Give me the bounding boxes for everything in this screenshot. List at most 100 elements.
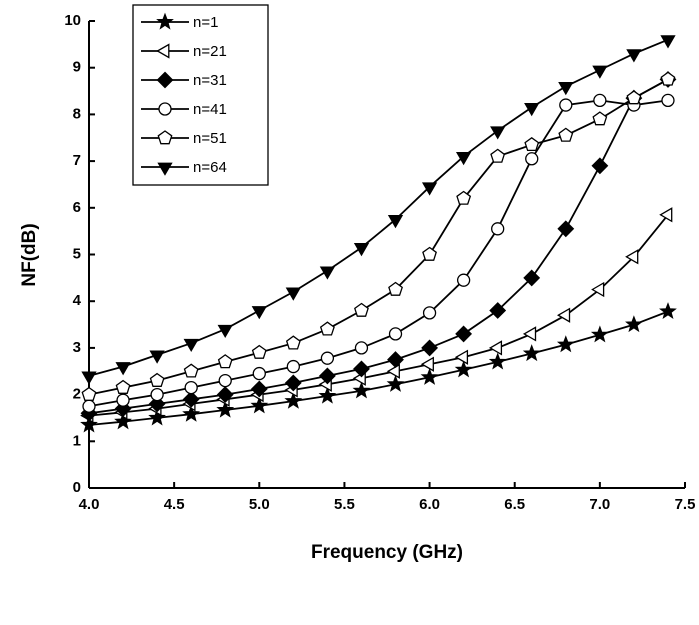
marker bbox=[488, 340, 503, 356]
y-axis-title: NF(dB) bbox=[19, 223, 40, 286]
marker bbox=[455, 152, 472, 166]
marker bbox=[387, 351, 404, 369]
marker bbox=[386, 374, 405, 392]
legend-label: n=31 bbox=[193, 72, 227, 89]
legend-marker bbox=[156, 12, 174, 30]
marker bbox=[115, 379, 131, 394]
marker bbox=[421, 339, 439, 357]
marker bbox=[456, 190, 472, 205]
marker bbox=[81, 386, 97, 401]
marker bbox=[250, 396, 269, 414]
marker bbox=[354, 302, 369, 317]
y-tick-label: 3 bbox=[73, 339, 81, 356]
marker bbox=[388, 327, 403, 341]
marker bbox=[284, 391, 303, 409]
marker bbox=[184, 380, 198, 395]
legend-label: n=51 bbox=[193, 130, 227, 147]
marker bbox=[523, 269, 541, 287]
x-tick-label: 6.0 bbox=[419, 496, 440, 513]
marker bbox=[320, 351, 335, 365]
marker bbox=[525, 152, 539, 166]
marker bbox=[386, 363, 400, 379]
marker bbox=[183, 363, 199, 378]
x-tick-label: 5.5 bbox=[334, 496, 355, 513]
marker bbox=[285, 287, 301, 301]
y-tick-label: 2 bbox=[73, 386, 81, 403]
marker bbox=[285, 335, 301, 350]
x-tick-label: 4.0 bbox=[79, 496, 100, 513]
marker bbox=[182, 404, 201, 422]
marker bbox=[422, 246, 437, 261]
marker bbox=[149, 372, 165, 387]
marker bbox=[591, 281, 605, 298]
marker bbox=[150, 387, 164, 402]
marker bbox=[319, 266, 336, 280]
y-tick-label: 0 bbox=[73, 479, 81, 496]
marker bbox=[217, 354, 233, 369]
legend-label: n=1 bbox=[193, 14, 218, 31]
marker bbox=[286, 359, 300, 374]
marker bbox=[490, 148, 506, 163]
marker bbox=[625, 249, 639, 265]
marker bbox=[387, 215, 404, 229]
legend-box bbox=[132, 4, 269, 186]
marker bbox=[250, 380, 268, 398]
x-tick-label: 6.5 bbox=[504, 496, 525, 513]
marker bbox=[353, 243, 370, 257]
x-tick-label: 5.0 bbox=[249, 496, 270, 513]
legend-marker bbox=[157, 162, 173, 176]
marker bbox=[80, 415, 98, 433]
x-tick-label: 7.5 bbox=[675, 496, 696, 513]
marker bbox=[216, 400, 235, 418]
marker bbox=[558, 127, 574, 142]
marker bbox=[592, 65, 608, 79]
marker bbox=[659, 302, 677, 319]
marker bbox=[660, 35, 676, 49]
legend-marker bbox=[156, 43, 170, 59]
marker bbox=[352, 381, 371, 399]
marker bbox=[421, 182, 438, 196]
y-tick-label: 1 bbox=[73, 432, 81, 449]
marker bbox=[319, 321, 335, 336]
marker bbox=[82, 399, 96, 413]
marker bbox=[454, 360, 473, 378]
marker bbox=[183, 338, 199, 352]
marker bbox=[251, 344, 267, 359]
marker bbox=[590, 325, 609, 343]
marker bbox=[661, 93, 675, 108]
y-tick-label: 8 bbox=[73, 105, 81, 122]
marker bbox=[557, 220, 575, 238]
marker bbox=[116, 393, 130, 407]
marker bbox=[420, 356, 434, 372]
marker bbox=[592, 111, 608, 126]
marker bbox=[524, 102, 540, 117]
marker bbox=[422, 306, 437, 320]
marker bbox=[251, 306, 267, 320]
marker bbox=[626, 49, 642, 63]
marker bbox=[455, 325, 473, 343]
series-line bbox=[88, 214, 669, 417]
marker bbox=[522, 344, 541, 362]
marker bbox=[522, 326, 537, 342]
marker bbox=[252, 366, 266, 381]
x-tick-label: 4.5 bbox=[164, 496, 185, 513]
marker bbox=[626, 90, 642, 105]
marker bbox=[490, 126, 506, 140]
marker bbox=[149, 350, 165, 364]
marker bbox=[420, 367, 439, 385]
marker bbox=[488, 352, 507, 370]
y-tick-label: 7 bbox=[73, 152, 81, 169]
marker bbox=[558, 81, 574, 96]
series-line bbox=[88, 310, 669, 426]
marker bbox=[284, 374, 302, 392]
marker bbox=[491, 222, 505, 236]
marker bbox=[559, 98, 573, 112]
legend-marker bbox=[158, 102, 172, 116]
marker bbox=[218, 373, 232, 388]
legend-marker bbox=[157, 130, 173, 145]
marker bbox=[454, 349, 469, 365]
marker bbox=[115, 362, 131, 376]
y-tick-label: 4 bbox=[73, 292, 82, 309]
marker bbox=[659, 207, 673, 223]
y-tick-label: 6 bbox=[73, 199, 81, 216]
